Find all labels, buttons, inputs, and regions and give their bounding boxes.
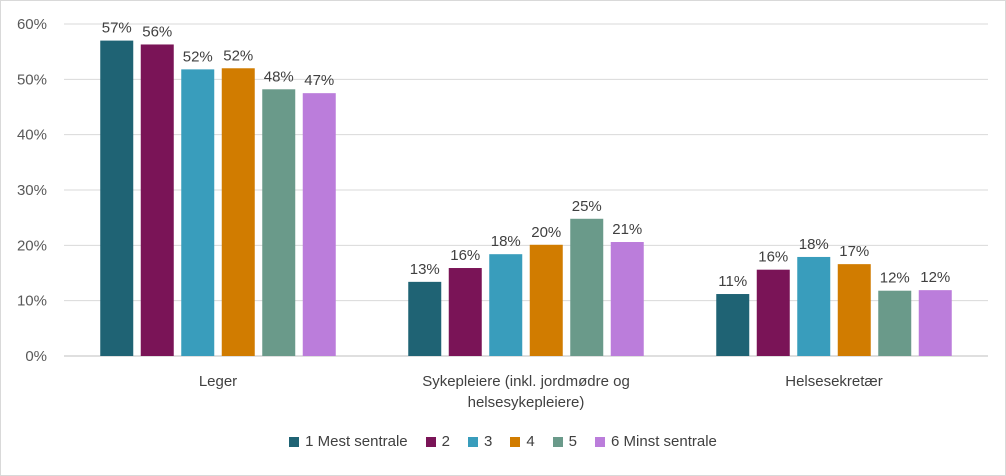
bar: [221, 68, 255, 357]
legend-label: 1 Mest sentrale: [305, 433, 408, 450]
bar: [878, 290, 912, 356]
legend-item: 5: [552, 433, 578, 450]
y-tick-label: 10%: [17, 293, 47, 310]
bar: [408, 281, 442, 356]
bar: [181, 69, 215, 356]
category-label: Leger: [199, 373, 237, 390]
data-label: 12%: [920, 269, 950, 286]
legend: 1 Mest sentrale 2 3 4 5 6 Minst sentrale: [0, 433, 1006, 450]
data-label: 52%: [223, 47, 253, 64]
legend-swatch: [595, 436, 606, 447]
data-label: 56%: [142, 23, 172, 40]
data-label: 20%: [531, 224, 561, 241]
legend-label: 3: [483, 433, 493, 450]
bar: [100, 40, 134, 356]
data-label: 52%: [183, 48, 213, 65]
data-label: 18%: [491, 233, 521, 250]
y-tick-label: 0%: [25, 348, 47, 365]
y-tick-label: 20%: [17, 237, 47, 254]
legend-item: 3: [467, 433, 493, 450]
data-label: 12%: [880, 270, 910, 287]
bar: [262, 89, 296, 356]
y-tick-label: 40%: [17, 127, 47, 144]
data-label: 25%: [572, 198, 602, 215]
gridlines: [64, 23, 988, 357]
legend-swatch: [510, 436, 521, 447]
y-tick-label: 30%: [17, 182, 47, 199]
data-label: 16%: [450, 247, 480, 264]
legend-item: 6 Minst sentrale: [595, 433, 717, 450]
data-label: 48%: [264, 68, 294, 85]
data-label: 13%: [410, 261, 440, 278]
bar: [140, 44, 174, 357]
bar: [797, 256, 831, 356]
bar: [448, 268, 482, 356]
x-axis: Leger Sykepleiere (inkl. jordmødre og hels…: [199, 373, 883, 411]
legend-item: 1 Mest sentrale: [289, 433, 408, 450]
bar: [918, 290, 952, 356]
legend-swatch: [425, 436, 436, 447]
bar: [837, 264, 871, 356]
data-label: 47%: [304, 72, 334, 89]
legend-label: 6 Minst sentrale: [611, 433, 717, 450]
data-label: 11%: [718, 273, 747, 290]
data-label: 18%: [799, 236, 829, 253]
legend-label: 5: [568, 433, 578, 450]
category-label: helsesykepleiere): [468, 394, 585, 411]
legend-label: 4: [526, 433, 535, 450]
data-label: 57%: [102, 20, 132, 37]
bar: [489, 254, 523, 356]
legend-label: 2: [441, 433, 450, 450]
legend-swatch: [467, 436, 478, 447]
data-label: 16%: [758, 249, 788, 266]
category-label: Helsesekretær: [785, 373, 883, 390]
legend-swatch: [552, 436, 563, 447]
data-label: 17%: [839, 243, 869, 260]
bar: [529, 244, 563, 356]
y-tick-label: 60%: [17, 16, 47, 33]
legend-swatch: [289, 436, 300, 447]
bars: [100, 40, 952, 357]
data-labels: 57% 56% 52% 52% 48% 47% 13% 16% 18% 20% 25% 21% 11% 1…: [102, 20, 951, 290]
category-label: Sykepleiere (inkl. jordmødre og: [422, 373, 630, 390]
bar: [756, 269, 790, 356]
bar: [302, 93, 336, 357]
bar: [716, 294, 750, 356]
legend-item: 2: [425, 433, 450, 450]
y-tick-label: 50%: [17, 71, 47, 88]
y-axis: 0% 10% 20% 30% 40% 50% 60%: [17, 16, 47, 365]
bar: [570, 218, 604, 356]
legend-item: 4: [510, 433, 535, 450]
bar: [610, 242, 644, 356]
data-label: 21%: [612, 221, 642, 238]
